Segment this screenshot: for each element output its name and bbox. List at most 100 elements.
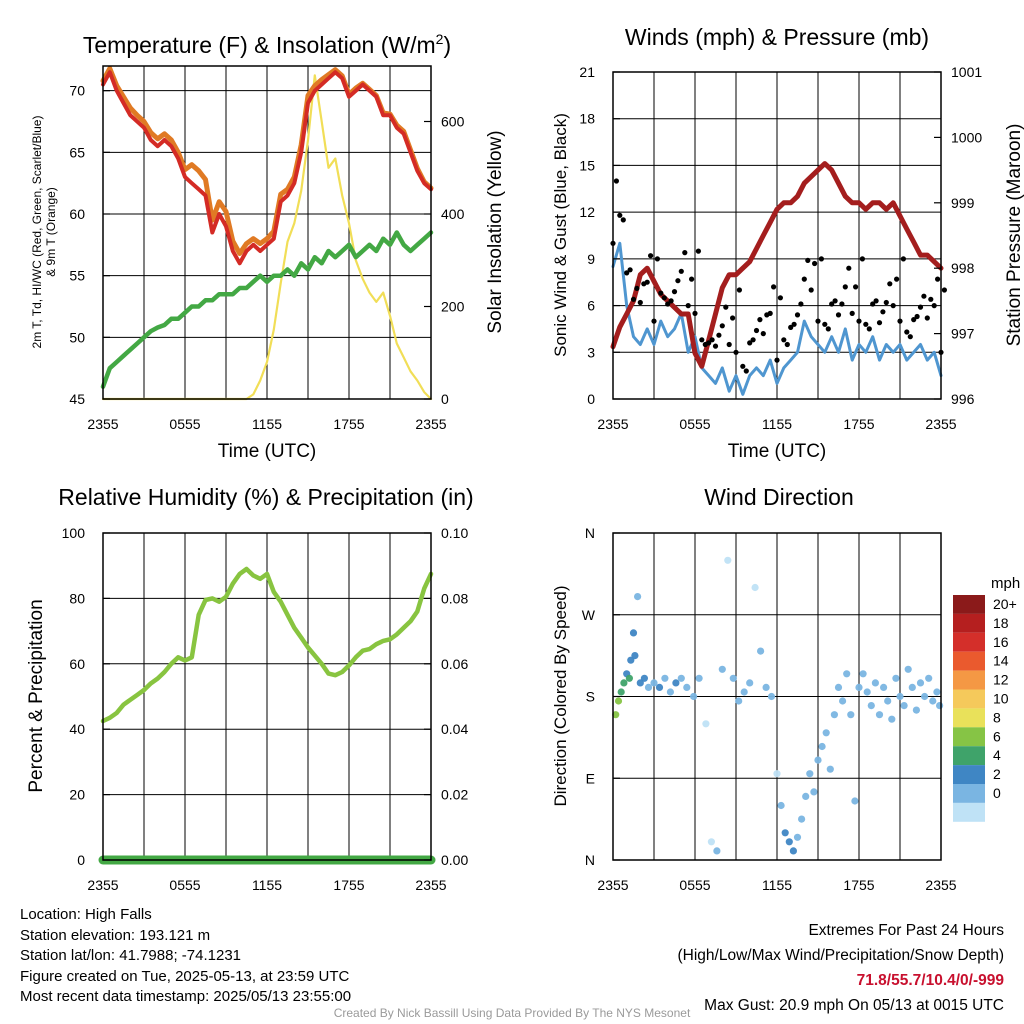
gust-point bbox=[750, 337, 756, 343]
extremes-legend: (High/Low/Max Wind/Precipitation/Snow De… bbox=[677, 947, 1005, 964]
direction-y-tick-label: N bbox=[585, 525, 595, 541]
temperature-ticks: 45 50 55 60 65 70 0 200 400 600 2355 0555 1155 1755 23… bbox=[69, 83, 464, 432]
direction-y-tick-label: N bbox=[585, 852, 595, 868]
colorbar-unit-label: mph bbox=[991, 575, 1020, 592]
gust-point bbox=[699, 337, 705, 343]
gust-point bbox=[815, 318, 821, 324]
wind-y-tick-label: 21 bbox=[579, 64, 595, 80]
wind-y-tick-label: 3 bbox=[587, 344, 595, 360]
colorbar-swatch bbox=[953, 746, 985, 766]
gust-point bbox=[678, 268, 684, 274]
wind-direction-point bbox=[880, 683, 888, 692]
gust-point bbox=[627, 267, 633, 273]
wind-direction-point bbox=[888, 715, 896, 723]
gust-point bbox=[760, 331, 766, 337]
wind-direction-point bbox=[612, 711, 620, 719]
gust-point bbox=[921, 293, 927, 299]
precip-y-tick-label: 0.02 bbox=[441, 787, 468, 803]
gust-point bbox=[880, 309, 886, 315]
wind-direction-point bbox=[847, 711, 855, 719]
gust-point bbox=[733, 349, 739, 355]
gust-point bbox=[883, 299, 889, 306]
wind-direction-point bbox=[826, 765, 834, 773]
gust-point bbox=[784, 341, 790, 348]
gust-point bbox=[613, 178, 620, 184]
gust-point bbox=[941, 287, 948, 293]
wind-direction-points bbox=[612, 556, 944, 855]
humidity-title: Relative Humidity (%) & Precipitation (i… bbox=[58, 484, 473, 510]
gust-point bbox=[777, 295, 784, 301]
gust-point bbox=[897, 318, 903, 324]
wind-direction-point bbox=[631, 652, 639, 660]
wind-direction-point bbox=[636, 679, 644, 687]
wind-direction-point bbox=[900, 702, 908, 710]
wind-y-axis-label: Sonic Wind & Gust (Blue, Black) bbox=[551, 113, 570, 357]
wind-direction-point bbox=[735, 697, 743, 705]
humidity-gridlines bbox=[103, 533, 431, 860]
wind-x-tick-label: 2355 bbox=[597, 416, 628, 432]
wind-x-tick-label: 0555 bbox=[679, 416, 710, 432]
wind-direction-point bbox=[629, 629, 638, 637]
wind-pressure-ticks: 0 3 6 9 12 15 18 21 996 997 998 999 1000 1001 2355 0555… bbox=[579, 64, 982, 432]
wind-direction-point bbox=[822, 729, 830, 737]
colorbar-swatch bbox=[953, 595, 985, 614]
wind-direction-point bbox=[746, 679, 754, 687]
gust-point bbox=[654, 256, 661, 262]
gust-point bbox=[866, 326, 872, 332]
pressure-y-right-tick-label: 997 bbox=[951, 326, 975, 342]
gust-point bbox=[630, 296, 637, 302]
colorbar-label: 20+ bbox=[993, 596, 1017, 612]
colorbar-label: 12 bbox=[993, 672, 1009, 688]
humidity-x-tick-label: 0555 bbox=[169, 877, 200, 893]
recent-data-timestamp: Most recent data timestamp: 2025/05/13 2… bbox=[20, 988, 352, 1005]
colorbar-swatch bbox=[953, 613, 985, 633]
gust-point bbox=[818, 256, 825, 262]
temperature-plot-frame bbox=[102, 65, 432, 400]
wind-direction-point bbox=[863, 688, 871, 696]
extremes-info: Extremes For Past 24 Hours (High/Low/Max… bbox=[678, 918, 1005, 1018]
wind-y-tick-label: 0 bbox=[587, 391, 595, 407]
colorbar-swatch bbox=[953, 651, 985, 671]
insolation-y-axis-label: Solar Insolation (Yellow) bbox=[485, 130, 506, 333]
gust-point bbox=[900, 256, 907, 262]
wind-direction-point bbox=[614, 697, 623, 705]
gust-point bbox=[767, 310, 773, 316]
direction-y-tick-label: W bbox=[582, 607, 596, 623]
wind-y-tick-label: 18 bbox=[579, 111, 595, 127]
gust-point bbox=[706, 340, 712, 346]
gust-point bbox=[617, 212, 623, 218]
temperature-line bbox=[101, 70, 433, 266]
gust-point bbox=[924, 315, 930, 321]
temperature-title: Temperature (F) & Insolation (W/m2) bbox=[83, 31, 451, 58]
gust-point bbox=[911, 317, 917, 323]
temperature-x-axis-label: Time (UTC) bbox=[218, 441, 317, 462]
gust-point bbox=[853, 284, 859, 290]
gust-point bbox=[712, 343, 719, 349]
wind-direction-point bbox=[724, 556, 732, 564]
wind-direction-point bbox=[936, 702, 944, 710]
wind-pressure-x-axis-label: Time (UTC) bbox=[728, 441, 827, 462]
gust-point bbox=[829, 301, 835, 307]
direction-x-tick-label: 1755 bbox=[843, 877, 874, 893]
wind-direction-point bbox=[921, 692, 929, 701]
pressure-y-right-tick-label: 1001 bbox=[951, 64, 982, 80]
wind-direction-point bbox=[644, 683, 653, 692]
wind-direction-point bbox=[785, 838, 793, 846]
pressure-y-right-tick-label: 998 bbox=[951, 260, 975, 276]
wind-y-tick-label: 15 bbox=[579, 157, 595, 173]
colorbar-swatch bbox=[953, 784, 985, 803]
gust-point bbox=[931, 303, 937, 309]
gust-point bbox=[620, 217, 626, 223]
wind-direction-point bbox=[666, 688, 675, 696]
humidity-x-tick-label: 2355 bbox=[415, 877, 446, 893]
colorbar-swatch bbox=[953, 689, 985, 709]
wind-direction-point bbox=[640, 674, 649, 682]
temperature-x-tick-label: 0555 bbox=[169, 416, 200, 432]
gust-point bbox=[624, 270, 630, 276]
gust-point bbox=[743, 368, 749, 374]
credit-line: Created By Nick Bassill Using Data Provi… bbox=[333, 1006, 691, 1020]
figure-created: Figure created on Tue, 2025-05-13, at 23… bbox=[20, 967, 350, 985]
gust-point bbox=[890, 303, 896, 309]
wind-direction-point bbox=[672, 679, 680, 687]
